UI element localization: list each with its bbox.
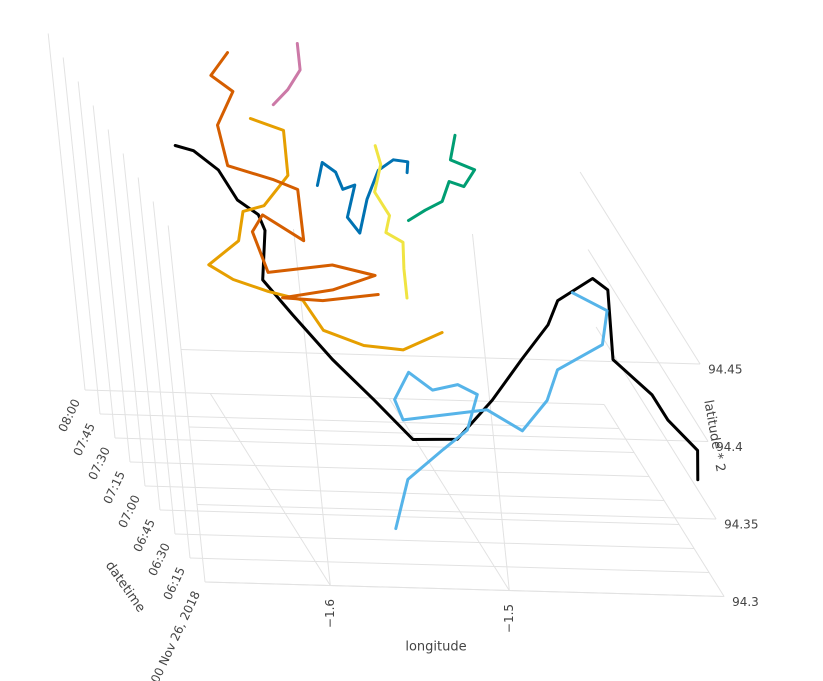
trajectory — [207, 117, 444, 352]
z-tick-label: 06:45 — [131, 517, 158, 554]
y-tick-label: 94.4 — [716, 440, 743, 454]
trajectory — [393, 291, 609, 531]
grid-line — [293, 228, 331, 586]
grid-line — [579, 171, 701, 365]
grid-line — [92, 105, 131, 463]
z-tick-label: 07:30 — [86, 445, 113, 482]
grid-line — [77, 81, 116, 439]
grid-line — [137, 177, 176, 535]
z-tick-label: 08:00 — [56, 397, 83, 434]
z-tick-label: 07:45 — [71, 421, 98, 458]
z-tick-label: 06:30 — [146, 541, 173, 578]
grid-line — [188, 426, 709, 442]
grid-line — [196, 504, 717, 520]
y-tick-label: 94.45 — [708, 363, 742, 377]
grid-line — [204, 581, 725, 597]
trajectory — [209, 51, 380, 303]
trajectory — [271, 42, 302, 107]
grid-line — [159, 509, 680, 525]
grid-line — [84, 389, 605, 405]
grid-line — [129, 461, 650, 477]
grid-line — [114, 437, 635, 453]
x-axis-title: longitude — [405, 640, 466, 655]
grid-line — [595, 326, 717, 520]
grid-line — [107, 129, 146, 487]
grid-line — [587, 249, 709, 442]
grid-line — [152, 201, 191, 559]
trajectory — [407, 133, 477, 222]
grid-line — [180, 349, 701, 365]
x-tick-label: −1.5 — [502, 604, 516, 633]
z-tick-label: 06:15 — [161, 565, 188, 602]
grid-line — [174, 533, 695, 549]
grid-line — [47, 33, 86, 391]
trajectory — [315, 158, 410, 235]
grid-line — [62, 57, 101, 415]
trajectory — [373, 144, 409, 300]
grid-line — [189, 557, 710, 573]
z-tick-label: 06:00 Nov 26, 2018 — [140, 589, 203, 681]
y-tick-label: 94.35 — [724, 518, 758, 532]
z-axis-title: datetime — [102, 559, 148, 616]
y-tick-label: 94.3 — [732, 595, 759, 609]
z-tick-label: 07:00 — [116, 493, 143, 530]
grid-line — [122, 153, 161, 511]
grid-line — [99, 413, 620, 429]
grid-line — [167, 225, 206, 583]
x-tick-label: −1.6 — [323, 599, 337, 628]
z-tick-label: 07:15 — [101, 469, 128, 506]
